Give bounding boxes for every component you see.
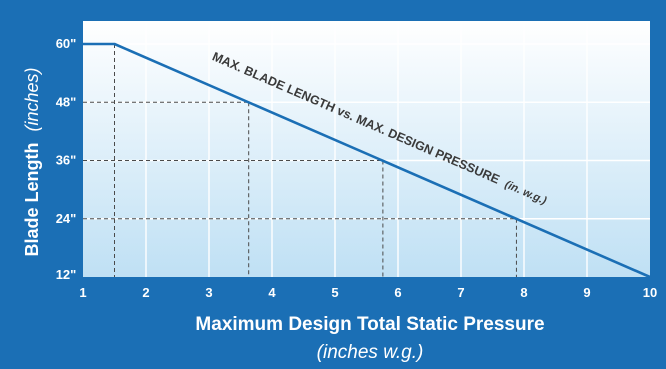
x-tick-label: 8 (520, 285, 527, 300)
y-tick-label: 24" (56, 211, 77, 226)
x-tick-label: 1 (79, 285, 86, 300)
tick-labels: 1 2 3 4 5 6 7 8 9 10 12" 24" 36" 48" 60" (56, 36, 658, 300)
series-line (83, 42, 651, 279)
plot-area (83, 21, 650, 277)
y-tick-label: 48" (56, 94, 77, 109)
x-tick-label: 5 (331, 285, 338, 300)
x-tick-label: 2 (142, 285, 149, 300)
y-tick-label: 60" (56, 36, 77, 51)
x-tick-label: 9 (583, 285, 590, 300)
x-tick-label: 4 (268, 285, 276, 300)
y-tick-label: 36" (56, 153, 77, 168)
x-tick-label: 10 (643, 285, 657, 300)
y-tick-label: 12" (56, 267, 77, 282)
y-axis-title: Blade Length (22, 143, 42, 257)
x-axis-label: Maximum Design Total Static Pressure (195, 314, 544, 335)
x-tick-label: 3 (205, 285, 212, 300)
series-layer (83, 42, 651, 279)
guide-lines (83, 44, 517, 277)
x-tick-label: 7 (457, 285, 464, 300)
x-tick-label: 6 (394, 285, 401, 300)
y-axis-unit: (inches) (22, 67, 42, 131)
y-axis-label: Blade Length (inches) (22, 67, 42, 256)
x-axis-unit: (inches w.g.) (317, 342, 424, 363)
